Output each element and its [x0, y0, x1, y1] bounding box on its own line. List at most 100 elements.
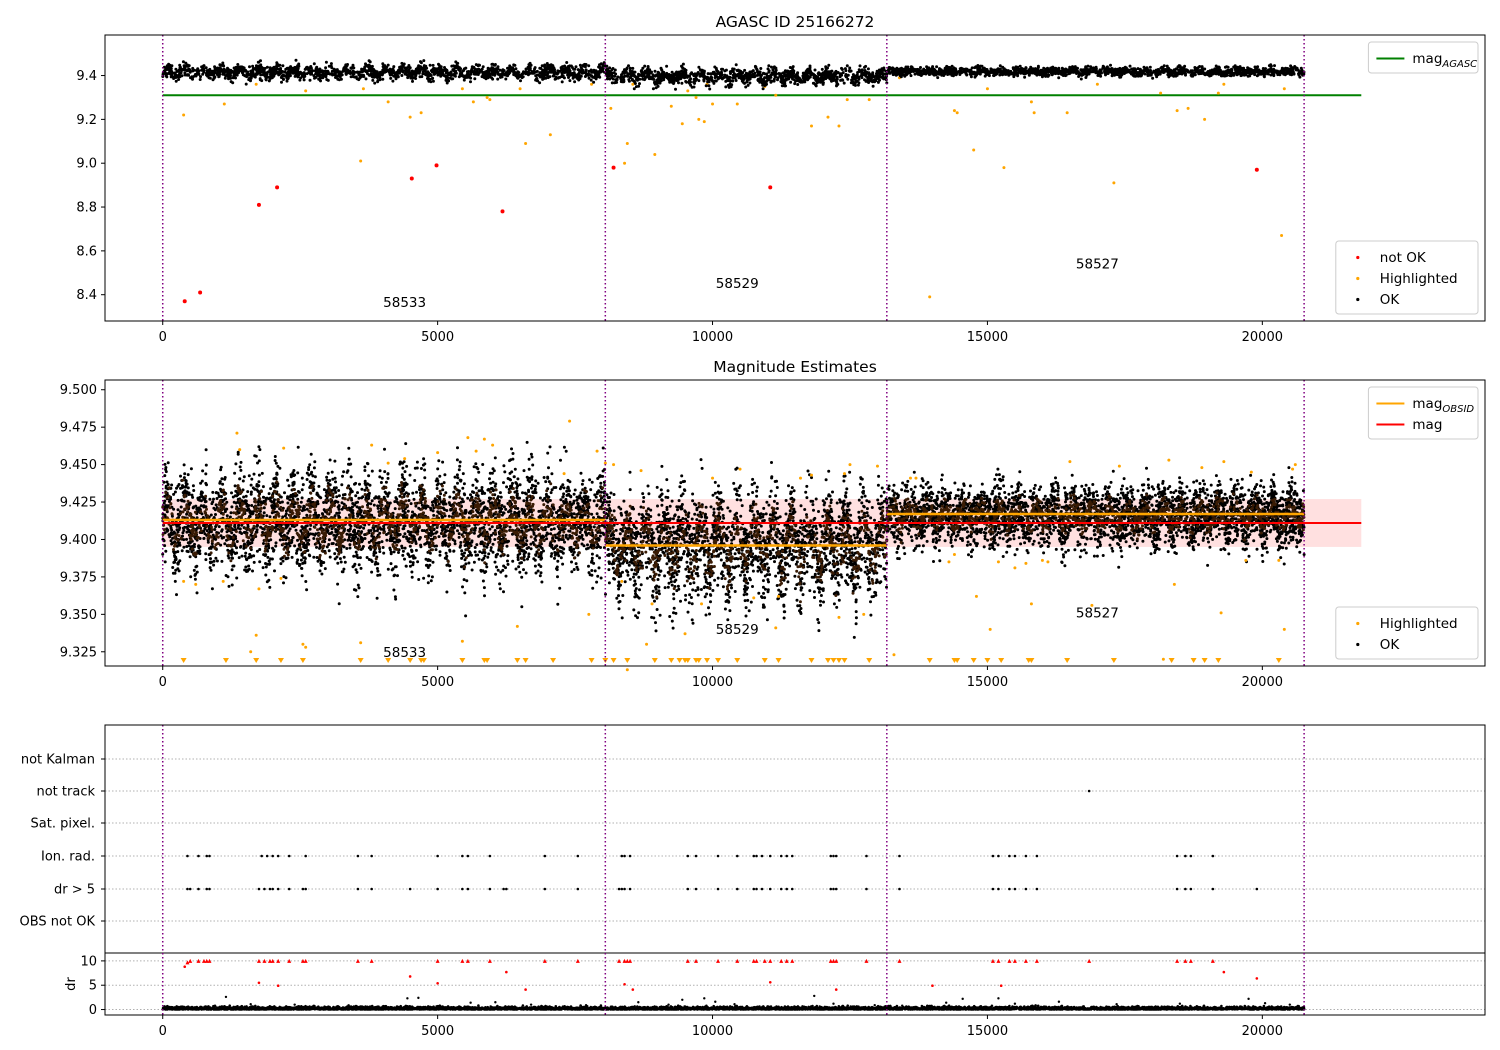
highlighted-point [403, 457, 407, 461]
legend-label: OK [1380, 637, 1401, 653]
highlighted-point [609, 106, 613, 110]
flag-event-point [1008, 887, 1011, 891]
out-of-range-marker [926, 658, 933, 663]
dr-high-point [768, 980, 772, 984]
out-of-range-marker [1215, 658, 1222, 663]
highlighted-point [1117, 464, 1121, 468]
highlighted-point [1032, 111, 1036, 115]
highlighted-point [419, 111, 423, 115]
out-of-range-marker [998, 658, 1005, 663]
out-of-range-marker [954, 658, 961, 663]
flag-event-point [271, 854, 274, 858]
x-axis: 0 5000 10000 15000 20000 [159, 1015, 1283, 1039]
flag-event-point [356, 854, 360, 858]
flag-event-point [1255, 887, 1259, 891]
highlighted-point [603, 461, 607, 465]
flag-event-point [188, 887, 192, 891]
flag-event-point [832, 854, 835, 858]
flag-row-label: Ion. rad. [41, 850, 95, 865]
out-of-range-marker [1064, 658, 1071, 663]
flag-event-point [628, 887, 632, 891]
ok-points [161, 58, 1306, 91]
x-tick-label: 20000 [1242, 675, 1283, 690]
flag-event-point [502, 887, 505, 891]
flag-event-point [829, 887, 833, 891]
dr-clipped-marker [625, 958, 630, 963]
dr-high-point [257, 981, 261, 985]
dr-high-point [631, 988, 635, 991]
highlighted-point [947, 560, 951, 564]
panel-flags: not Kalman not track Sat. pixel. Ion. rad. d… [20, 753, 1485, 1018]
flag-event-point [197, 887, 200, 891]
highlighted-point [620, 579, 624, 583]
out-of-range-marker [1275, 658, 1282, 663]
out-of-range-marker [695, 658, 702, 663]
legend: Highlighted OK [1335, 606, 1479, 660]
legend-dot-marker [1356, 297, 1360, 302]
flag-event-point [276, 854, 280, 858]
dr-clipped-marker [751, 958, 756, 963]
dr-high-point [999, 984, 1003, 988]
flag-event-point [752, 854, 756, 858]
y-axis: 9.325 9.350 9.375 9.400 9.425 9.450 9.475 9.500 [60, 383, 105, 660]
highlighted-point [862, 612, 866, 616]
dr-point [733, 1002, 736, 1006]
dr-high-point [505, 970, 508, 974]
highlighted-point [548, 133, 552, 137]
flag-event-point [785, 854, 789, 858]
dr-clipped-marker [435, 958, 440, 963]
highlighted-point [735, 102, 739, 106]
flag-event-point [1035, 854, 1039, 858]
highlighted-point [842, 472, 846, 476]
highlighted-point [680, 122, 684, 126]
dr-axis-label: dr [64, 977, 79, 991]
not-ok-point [768, 185, 773, 190]
flag-event-point [466, 854, 470, 858]
highlighted-point [837, 615, 841, 619]
dr-clipped-marker [465, 958, 470, 963]
out-of-range-marker [970, 658, 977, 663]
x-tick-label: 10000 [692, 1024, 733, 1039]
flag-event-point [694, 887, 698, 891]
plot-frame [104, 724, 1486, 1016]
dr-clipped-marker [262, 958, 267, 963]
flag-event-point [304, 854, 307, 858]
flag-event-point [370, 887, 373, 891]
out-of-range-marker [299, 658, 306, 663]
x-tick-label: 0 [159, 675, 167, 690]
highlighted-point [1040, 558, 1044, 562]
out-of-range-marker [277, 658, 284, 663]
dr-point [529, 1003, 533, 1006]
highlighted-point [301, 642, 305, 646]
out-of-range-marker [775, 658, 782, 663]
out-of-range-marker [357, 658, 364, 663]
out-of-range-marker [715, 658, 722, 663]
out-of-range-marker [1201, 658, 1208, 663]
dr-point [901, 1004, 904, 1007]
out-of-range-marker [550, 658, 557, 663]
highlighted-point [515, 624, 519, 628]
not-ok-point [409, 176, 414, 181]
out-of-range-marker [841, 658, 848, 663]
highlighted-point [974, 594, 978, 598]
dr-clipped-marker [716, 958, 721, 963]
dr-clipped-marker [355, 958, 360, 963]
out-of-range-marker [668, 658, 675, 663]
highlighted-point [562, 472, 566, 476]
out-of-range-marker [984, 658, 991, 663]
flag-event-point [576, 887, 580, 891]
highlighted-point [1244, 558, 1248, 562]
plot-title: AGASC ID 25166272 [716, 13, 875, 31]
flag-event-point [263, 887, 266, 891]
legend-dot-marker [1356, 621, 1360, 626]
not-ok-point [256, 202, 261, 207]
y-tick-label: 9.475 [60, 421, 97, 436]
y-tick-label: 9.400 [60, 533, 97, 548]
flag-event-point [356, 887, 360, 891]
not-ok-point [1254, 167, 1259, 172]
x-axis: 0 5000 10000 15000 20000 [159, 666, 1283, 690]
highlighted-point [826, 115, 830, 119]
flag-event-point [304, 887, 307, 891]
highlighted-point [474, 449, 478, 453]
